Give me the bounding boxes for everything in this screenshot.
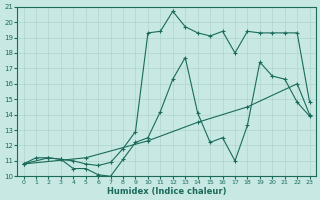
X-axis label: Humidex (Indice chaleur): Humidex (Indice chaleur) <box>107 187 226 196</box>
